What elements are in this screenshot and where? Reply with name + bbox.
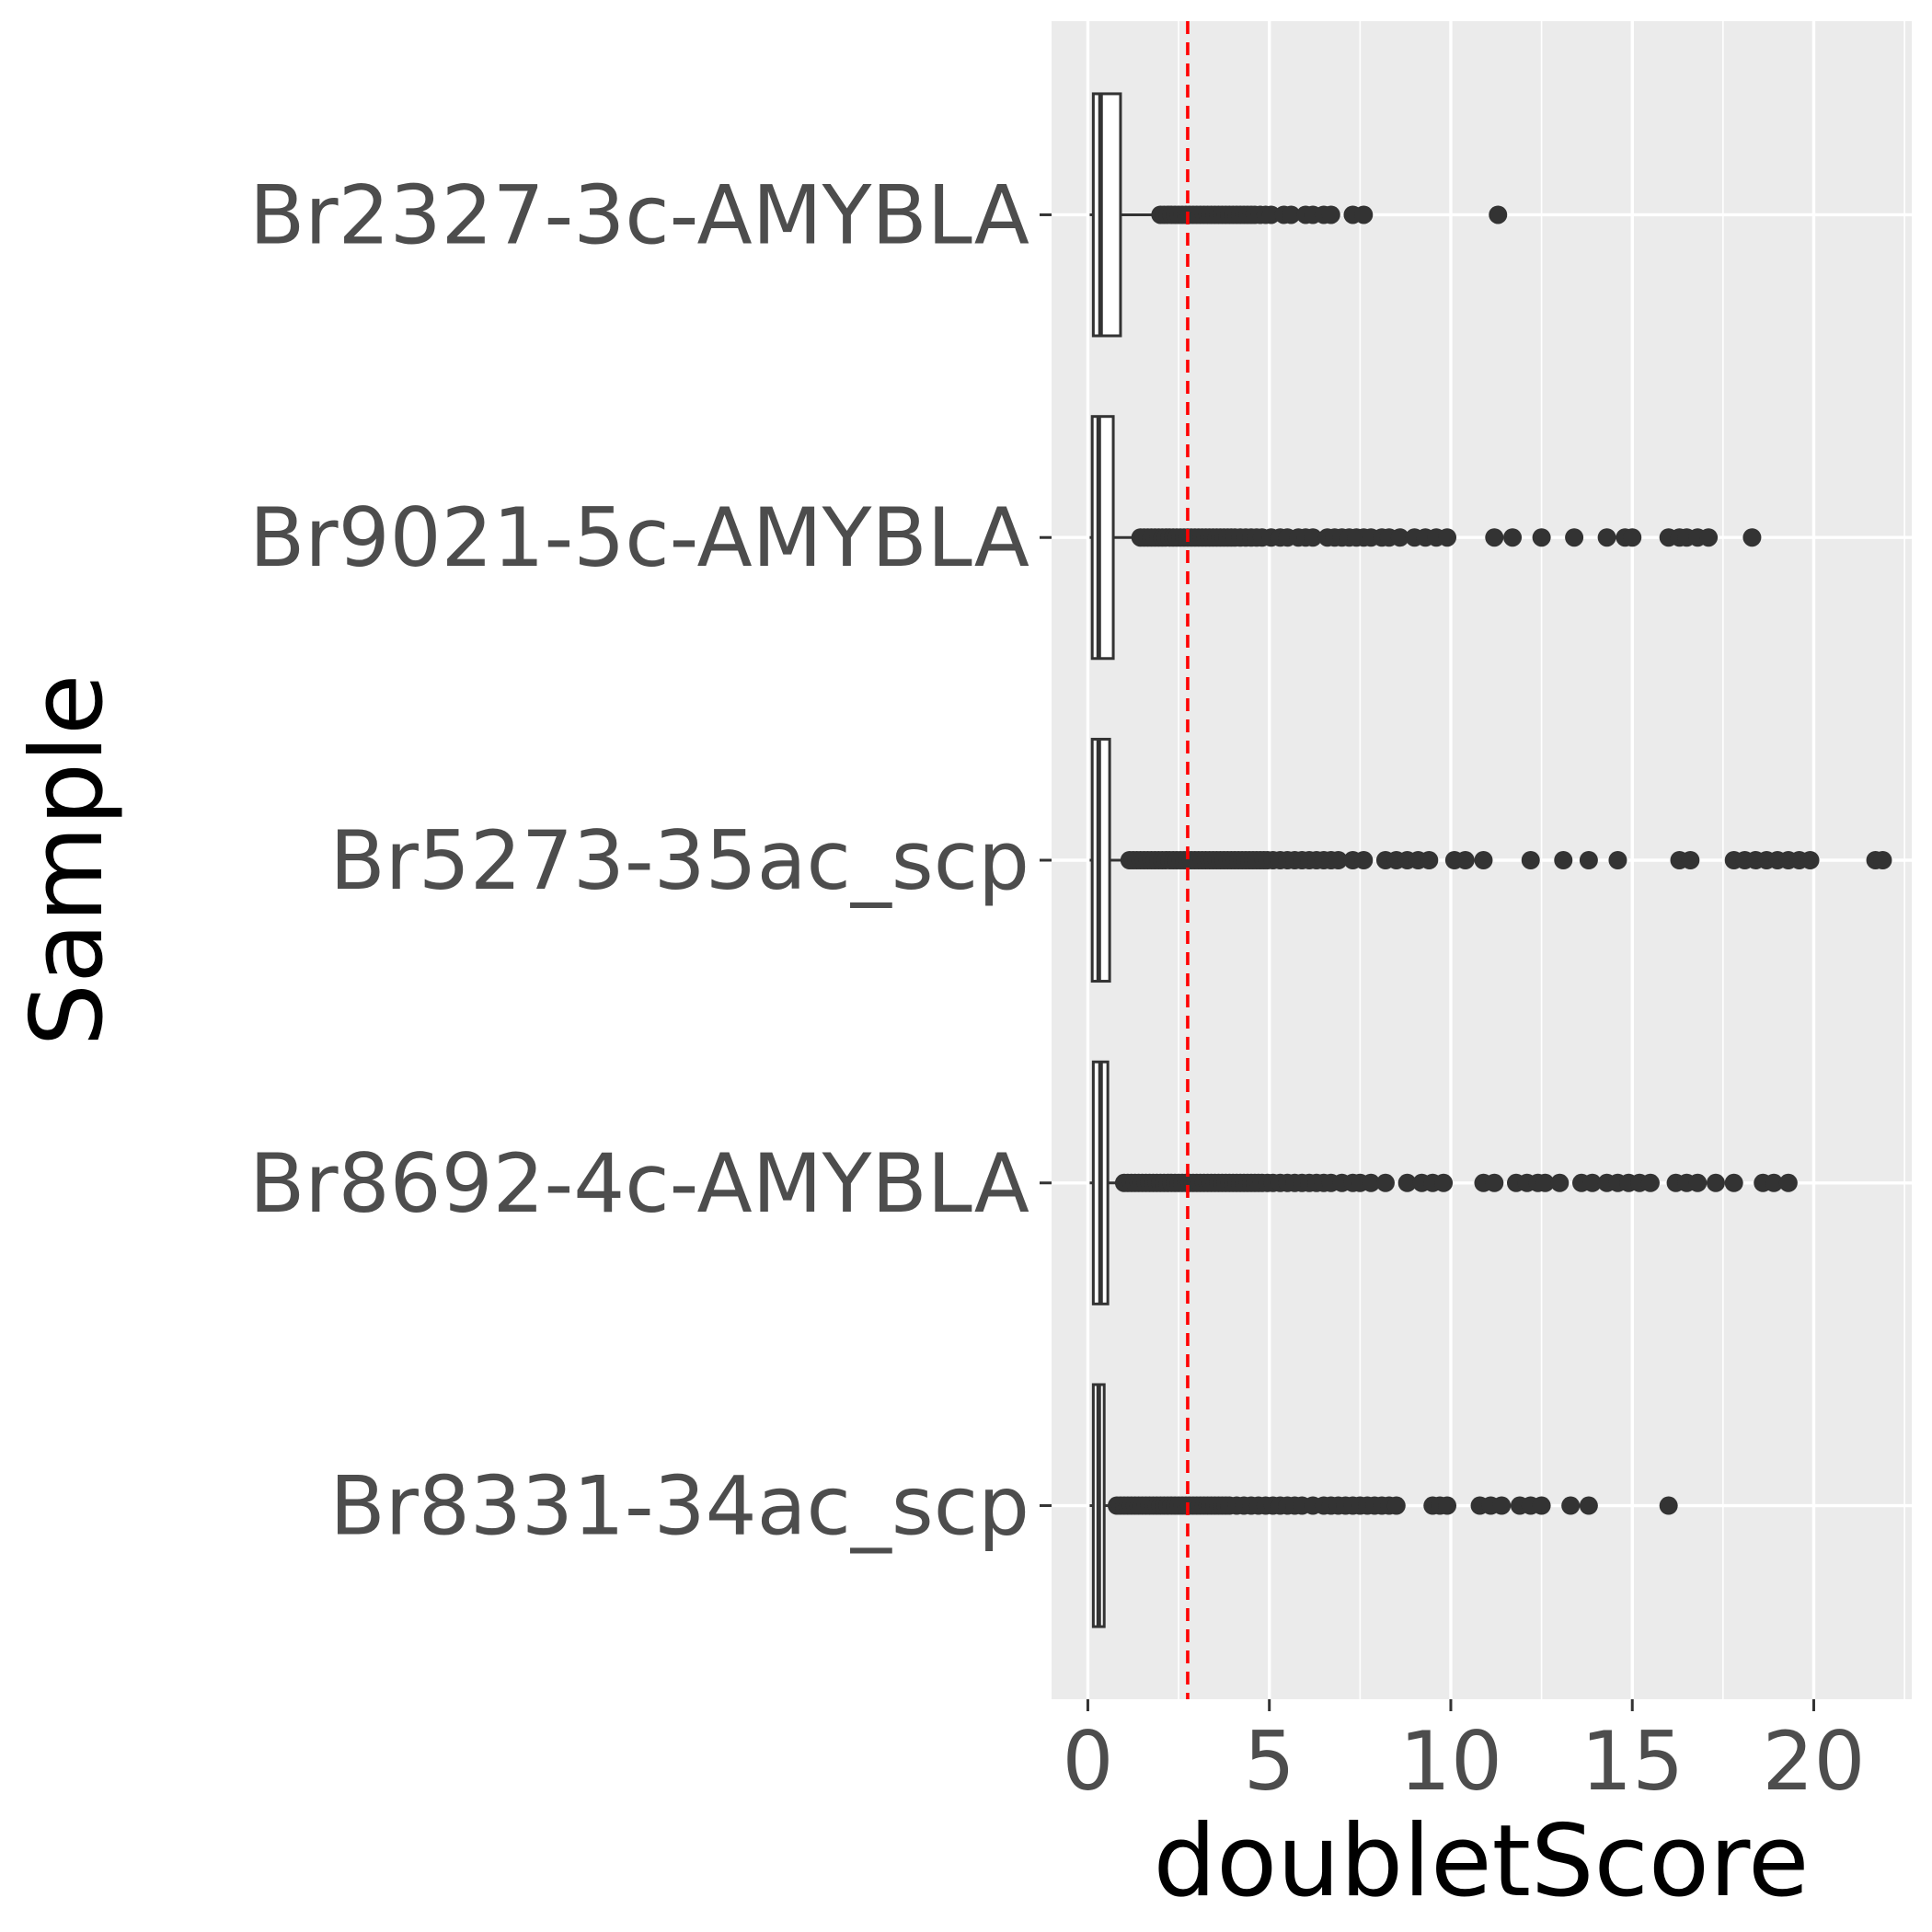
outlier-point [1354,851,1374,869]
outlier-point [1554,851,1573,869]
x-tick-label: 15 [1581,1714,1684,1809]
outlier-point [1565,528,1584,547]
outlier-point [1561,1496,1581,1515]
outlier-point [1778,1173,1798,1192]
x-axis-title: doubletScore [1154,1804,1810,1919]
outlier-point [1699,528,1719,547]
box-group [1089,415,1762,661]
y-tick-label: Br5273-35ac_scp [329,813,1029,908]
y-tick-label: Br8331-34ac_scp [329,1459,1029,1554]
x-tick-label: 0 [1062,1714,1113,1809]
x-tick-label: 5 [1244,1714,1295,1809]
outlier-point [1474,851,1493,869]
outlier-point [1681,851,1700,869]
outlier-point [1640,1173,1660,1192]
outlier-point [1688,1173,1708,1192]
outlier-point [1390,528,1409,547]
outlier-point [1597,528,1616,547]
outlier-point [1386,1496,1406,1515]
outlier-point [1434,1173,1454,1192]
outlier-point [1362,1173,1381,1192]
outlier-point [1304,528,1323,547]
outlier-point [1765,1173,1784,1192]
outlier-point [1328,851,1348,869]
outlier-point [1582,1173,1602,1192]
box-group [1089,737,1892,983]
boxplot-series [1089,92,1892,1628]
outlier-point [1492,1496,1512,1515]
box-group [1089,1383,1678,1628]
outlier-point [1354,205,1374,224]
outlier-point [1438,528,1457,547]
outlier-point [1706,1173,1725,1192]
outlier-point [1420,851,1439,869]
y-tick-label: Br9021-5c-AMYBLA [249,490,1029,585]
y-tick-label: Br8692-4c-AMYBLA [249,1136,1029,1231]
y-axis: Br2327-3c-AMYBLA Br9021-5c-AMYBLA Br5273-3… [249,167,1052,1554]
x-axis: 0 5 10 15 20 [1062,1699,1865,1809]
outlier-point [1521,851,1540,869]
y-tick-label: Br2327-3c-AMYBLA [249,167,1029,262]
outlier-point [1485,528,1504,547]
box-group [1089,92,1508,338]
outlier-point [1535,1173,1555,1192]
x-tick-label: 20 [1762,1714,1865,1809]
outlier-point [1397,1173,1417,1192]
outlier-point [1455,851,1475,869]
outlier-point [1873,851,1892,869]
outlier-point [1742,528,1762,547]
outlier-point [1579,1496,1598,1515]
outlier-point [1489,205,1508,224]
outlier-point [1532,1496,1551,1515]
outlier-point [1659,1496,1678,1515]
outlier-point [1438,1496,1457,1515]
outlier-point [1375,1173,1395,1192]
outlier-point [1503,528,1523,547]
outlier-point [1485,1173,1504,1192]
box-group [1089,1060,1798,1305]
outlier-point [1282,205,1301,224]
outlier-point [1532,528,1551,547]
outlier-point [1724,1173,1743,1192]
box [1090,415,1115,661]
y-axis-title: Sample [10,674,125,1047]
outlier-point [1800,851,1820,869]
x-tick-label: 10 [1399,1714,1502,1809]
outlier-point [1321,205,1340,224]
outlier-point [1579,851,1598,869]
outlier-point [1608,851,1627,869]
outlier-point [1261,205,1281,224]
outlier-point [1550,1173,1570,1192]
box [1091,92,1122,338]
outlier-point [1623,528,1642,547]
